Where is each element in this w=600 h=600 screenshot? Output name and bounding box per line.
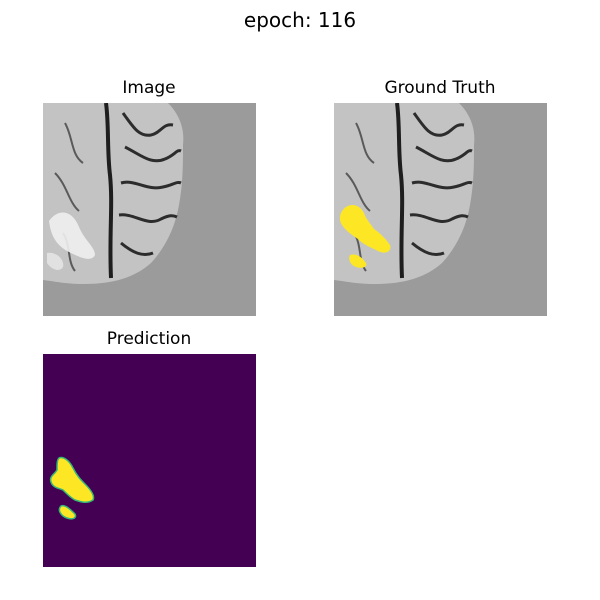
prediction-panel <box>43 354 256 567</box>
ground-truth-panel-title: Ground Truth <box>384 78 496 98</box>
sulcus-5 <box>120 241 154 257</box>
lesion-hyperintensity <box>49 212 95 259</box>
sulcus-2 <box>124 145 182 163</box>
mri-image <box>43 103 256 316</box>
lesion-hyperintensity-lower <box>47 252 64 270</box>
prediction-panel-title: Prediction <box>106 329 192 349</box>
sulcus-2 <box>415 145 473 163</box>
ground-truth-mask-small <box>349 254 367 268</box>
sulcus-3 <box>120 180 182 190</box>
image-panel-title: Image <box>122 78 176 98</box>
image-panel <box>43 103 256 316</box>
sulcus-1 <box>412 112 465 137</box>
ground-truth-mask-main <box>339 205 391 253</box>
ground-truth-panel <box>334 103 547 316</box>
sulcus-5 <box>411 241 445 257</box>
sulcus-4 <box>409 213 469 223</box>
sulcus-3 <box>411 180 473 190</box>
ground-truth-image <box>334 103 547 316</box>
sulcus-1 <box>121 112 174 137</box>
midline <box>395 103 405 279</box>
figure-title: epoch: 116 <box>243 8 357 32</box>
prediction-mask-main <box>49 456 95 504</box>
midline <box>104 103 114 279</box>
sulcus-4 <box>118 213 178 223</box>
prediction-mask-small <box>58 504 77 520</box>
prediction-image <box>43 354 256 567</box>
